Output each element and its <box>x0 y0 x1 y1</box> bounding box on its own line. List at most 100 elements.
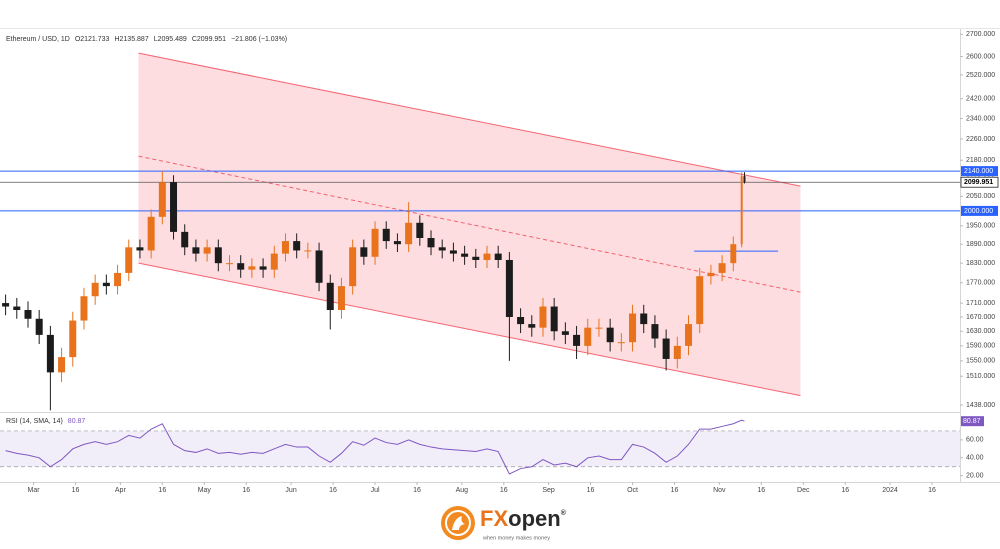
rsi-band <box>0 430 960 467</box>
y-tick-label: 2700.000 <box>966 31 995 38</box>
logo-emblem-figure <box>452 516 465 530</box>
x-tick-label: 16 <box>329 487 337 494</box>
candle-body <box>416 222 424 238</box>
candle-body <box>35 318 43 335</box>
candle-body <box>326 282 334 310</box>
candle-body <box>46 334 54 373</box>
logo-registered: ® <box>561 509 567 517</box>
x-tick-label: Oct <box>627 487 638 494</box>
logo: FXopen® when money makes money <box>441 506 567 541</box>
candle-body <box>617 342 625 344</box>
candle-body <box>192 247 200 254</box>
candle-body <box>494 253 502 260</box>
x-tick-label: 16 <box>928 487 936 494</box>
candle-body <box>237 263 245 270</box>
candle-body <box>80 296 88 321</box>
last-price-label: 2099.951 <box>964 179 993 186</box>
candle-body <box>58 357 66 373</box>
plot-area <box>0 52 960 475</box>
candle-body <box>2 303 10 307</box>
x-tick-label: Dec <box>797 487 810 494</box>
candle-body <box>505 259 513 318</box>
rsi-label: RSI (14, SMA, 14) <box>6 418 63 425</box>
y-tick-label: 2340.000 <box>966 115 995 122</box>
candle-body <box>281 241 289 254</box>
candle-body <box>315 250 323 283</box>
candle-body <box>371 228 379 257</box>
x-tick-label: Jul <box>371 487 380 494</box>
x-tick-label: 16 <box>242 487 250 494</box>
candle-body <box>584 327 592 346</box>
candle-body <box>595 327 603 329</box>
ohlc-high: H2135.887 <box>114 36 148 43</box>
y-tick-label: 2420.000 <box>966 96 995 103</box>
candle-body <box>147 216 155 251</box>
price-tag <box>961 166 998 177</box>
candle-body <box>629 313 637 343</box>
y-tick-label: 2050.000 <box>966 193 995 200</box>
candle-body <box>393 241 401 245</box>
x-tick-label: 2024 <box>882 487 898 494</box>
candle-body <box>136 247 144 251</box>
y-tick-label: 1510.000 <box>966 373 995 380</box>
axes: 2700.000 2600.000 2520.000 2420.000 2340.000… <box>0 28 1000 494</box>
candle-body <box>158 182 166 217</box>
candle-body <box>651 324 659 339</box>
candle-body <box>685 324 693 346</box>
y-tick-label: 1770.000 <box>966 280 995 287</box>
candle-body <box>740 176 743 245</box>
candle-body <box>730 244 737 264</box>
rsi-line <box>5 419 745 475</box>
x-tick-label: 16 <box>841 487 849 494</box>
candle-body <box>226 263 234 265</box>
ohlc-close: C2099.951 <box>192 36 226 43</box>
candle-body <box>24 309 32 319</box>
candle-body <box>640 313 648 325</box>
ohlc-low: L2095.489 <box>154 36 187 43</box>
candle-body <box>91 282 99 297</box>
y-tick-label: 2600.000 <box>966 53 995 60</box>
candle-body <box>539 306 547 328</box>
candle-body <box>662 338 670 359</box>
candle-body <box>573 334 581 346</box>
candle-body <box>203 247 211 254</box>
last-price-tag <box>960 176 999 188</box>
logo-tagline: when money makes money <box>482 535 550 541</box>
rsi-value: 80.87 <box>68 418 86 425</box>
rsi-tag-label: 80.87 <box>963 418 981 425</box>
channel-middle <box>138 155 801 293</box>
candle-body <box>472 256 480 260</box>
candle-body <box>561 331 569 335</box>
candle-body <box>259 266 267 270</box>
candle-body <box>438 247 446 251</box>
y-tick-label: 2520.000 <box>966 72 995 79</box>
candle-body <box>405 222 413 245</box>
logo-open: open <box>508 506 561 531</box>
y-tick-label: 2180.000 <box>966 157 995 164</box>
y-tick-label: 1890.000 <box>966 241 995 248</box>
candle-body <box>125 247 133 273</box>
candle-body <box>449 250 457 254</box>
candle-body <box>550 306 558 332</box>
logo-text: FXopen® <box>480 506 567 531</box>
candle-body <box>337 286 345 310</box>
candle-body <box>461 253 469 257</box>
candle-body <box>427 237 435 248</box>
candle-body <box>743 176 746 183</box>
candle-body <box>696 276 704 325</box>
x-tick-label: 16 <box>757 487 765 494</box>
y-tick-label: 1550.000 <box>966 358 995 365</box>
candle-body <box>102 282 110 287</box>
channel-upper <box>138 52 801 187</box>
candle-body <box>304 250 312 252</box>
y-tick-label: 1438.000 <box>966 402 995 409</box>
candle-body <box>707 272 715 277</box>
x-tick-label: 16 <box>413 487 421 494</box>
candle-body <box>248 266 256 270</box>
candle-body <box>114 272 122 287</box>
x-tick-label: 16 <box>587 487 595 494</box>
candle-body <box>528 324 536 328</box>
y-tick-label: 1630.000 <box>966 328 995 335</box>
x-tick-label: 16 <box>500 487 508 494</box>
rsi-tag <box>961 416 984 427</box>
